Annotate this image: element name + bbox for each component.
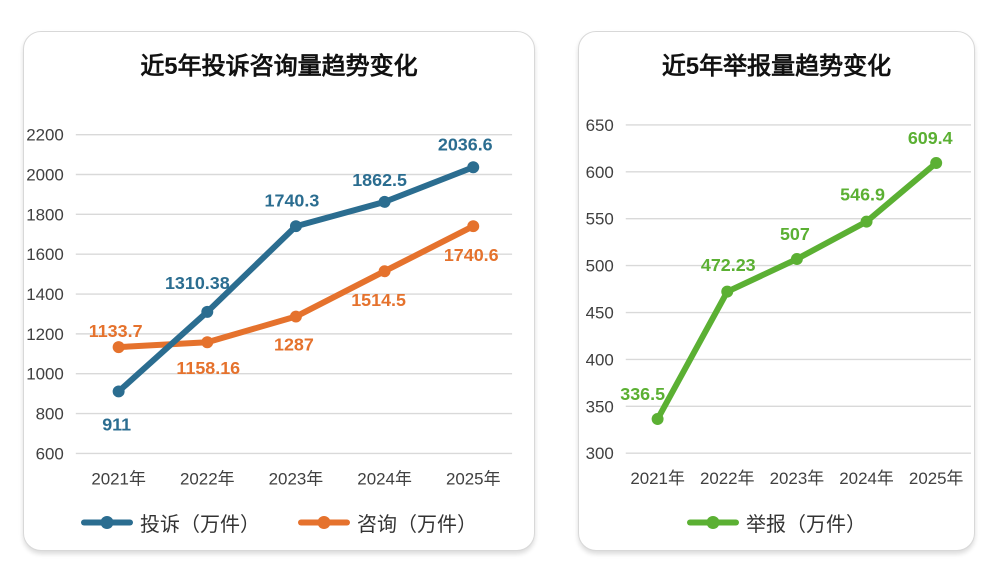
x-tick-label: 2022年 xyxy=(700,469,755,488)
data-point xyxy=(201,305,214,318)
y-tick-label: 2000 xyxy=(26,165,64,184)
x-tick-label: 2025年 xyxy=(909,469,964,488)
y-tick-label: 1000 xyxy=(26,365,64,384)
y-tick-label: 2200 xyxy=(26,126,64,145)
data-label: 1133.7 xyxy=(89,321,143,341)
legend-dot xyxy=(100,515,114,529)
series-line-0 xyxy=(654,160,940,422)
x-tick-label: 2023年 xyxy=(770,469,825,488)
y-tick-label: 300 xyxy=(586,444,614,463)
y-tick-label: 1800 xyxy=(26,205,64,224)
data-label: 2036.6 xyxy=(438,134,493,154)
data-point xyxy=(289,310,302,323)
y-tick-label: 450 xyxy=(586,303,614,322)
x-tick-label: 2021年 xyxy=(630,469,685,488)
data-label: 1310.38 xyxy=(165,273,230,293)
legend-label: 咨询（万件） xyxy=(357,513,477,536)
page: 近5年投诉咨询量趋势变化 600 800 1000 1200 1400 1600 1800 2… xyxy=(23,31,975,551)
legend-item-0: 举报（万件） xyxy=(687,508,866,537)
x-tick-label: 2022年 xyxy=(180,469,235,488)
legend-label: 投诉（万件） xyxy=(140,513,260,536)
data-label: 507 xyxy=(780,224,810,244)
data-label: 336.5 xyxy=(620,384,665,404)
data-point xyxy=(467,161,480,174)
reports-chart-card: 近5年举报量趋势变化 300 350 400 450 500 550 600 650 2021年… xyxy=(578,31,975,551)
data-point xyxy=(378,265,391,278)
complaints-consultations-legend: 投诉（万件） 咨询（万件） xyxy=(24,502,534,550)
y-tick-label: 500 xyxy=(586,257,614,276)
data-label: 472.23 xyxy=(701,255,756,275)
x-tick-label: 2025年 xyxy=(446,469,501,488)
x-tick-label: 2024年 xyxy=(357,469,412,488)
x-tick-label: 2021年 xyxy=(91,469,146,488)
data-label: 1158.16 xyxy=(176,358,240,378)
reports-legend: 举报（万件） xyxy=(579,502,974,550)
y-tick-label: 1400 xyxy=(26,285,64,304)
legend-dot xyxy=(317,515,331,529)
y-tick-label: 550 xyxy=(586,210,614,229)
complaints-consultations-line-chart: 600 800 1000 1200 1400 1600 1800 2000 2200 2021年 2… xyxy=(26,126,513,488)
legend-item-1: 咨询（万件） xyxy=(298,508,477,537)
data-point xyxy=(930,157,943,169)
data-point xyxy=(651,413,664,425)
data-label: 609.4 xyxy=(908,128,953,148)
x-tick-label: 2023年 xyxy=(269,469,324,488)
data-point xyxy=(790,253,803,265)
y-tick-label: 1600 xyxy=(26,245,64,264)
data-label: 911 xyxy=(102,414,131,434)
data-point xyxy=(860,215,873,228)
chart-title-reports: 近5年举报量趋势变化 xyxy=(661,53,892,80)
reports-line-chart: 300 350 400 450 500 550 600 650 2021年 2022年 2023年 2… xyxy=(586,116,972,488)
data-point xyxy=(112,385,125,398)
complaints-consultations-chart-card: 近5年投诉咨询量趋势变化 600 800 1000 1200 1400 1600 1800 2… xyxy=(23,31,535,551)
y-tick-label: 600 xyxy=(36,444,64,463)
data-point xyxy=(201,336,214,349)
data-label: 1862.5 xyxy=(352,170,407,190)
legend-label: 举报（万件） xyxy=(746,513,866,536)
y-tick-label: 1200 xyxy=(26,325,64,344)
y-tick-label: 800 xyxy=(36,405,64,424)
legend-line-marker-icon xyxy=(81,515,133,529)
y-tick-label: 350 xyxy=(586,397,614,416)
data-label: 1740.3 xyxy=(265,190,320,210)
data-point xyxy=(378,195,391,208)
data-point xyxy=(467,220,480,233)
data-label: 1740.6 xyxy=(444,245,499,265)
legend-line-marker-icon xyxy=(298,515,350,529)
y-tick-label: 600 xyxy=(586,163,614,182)
data-point xyxy=(721,285,734,298)
y-tick-label: 400 xyxy=(586,350,614,369)
x-tick-label: 2024年 xyxy=(839,469,894,488)
legend-item-0: 投诉（万件） xyxy=(81,508,260,537)
legend-line-marker-icon xyxy=(687,515,739,529)
data-point xyxy=(289,220,302,233)
data-label: 1287 xyxy=(274,334,314,354)
legend-dot xyxy=(706,515,720,529)
data-label: 546.9 xyxy=(840,185,885,205)
data-point xyxy=(112,341,125,354)
data-label: 1514.5 xyxy=(351,290,406,310)
y-tick-label: 650 xyxy=(586,116,614,135)
chart-title-complaints-consultations: 近5年投诉咨询量趋势变化 xyxy=(140,53,418,80)
